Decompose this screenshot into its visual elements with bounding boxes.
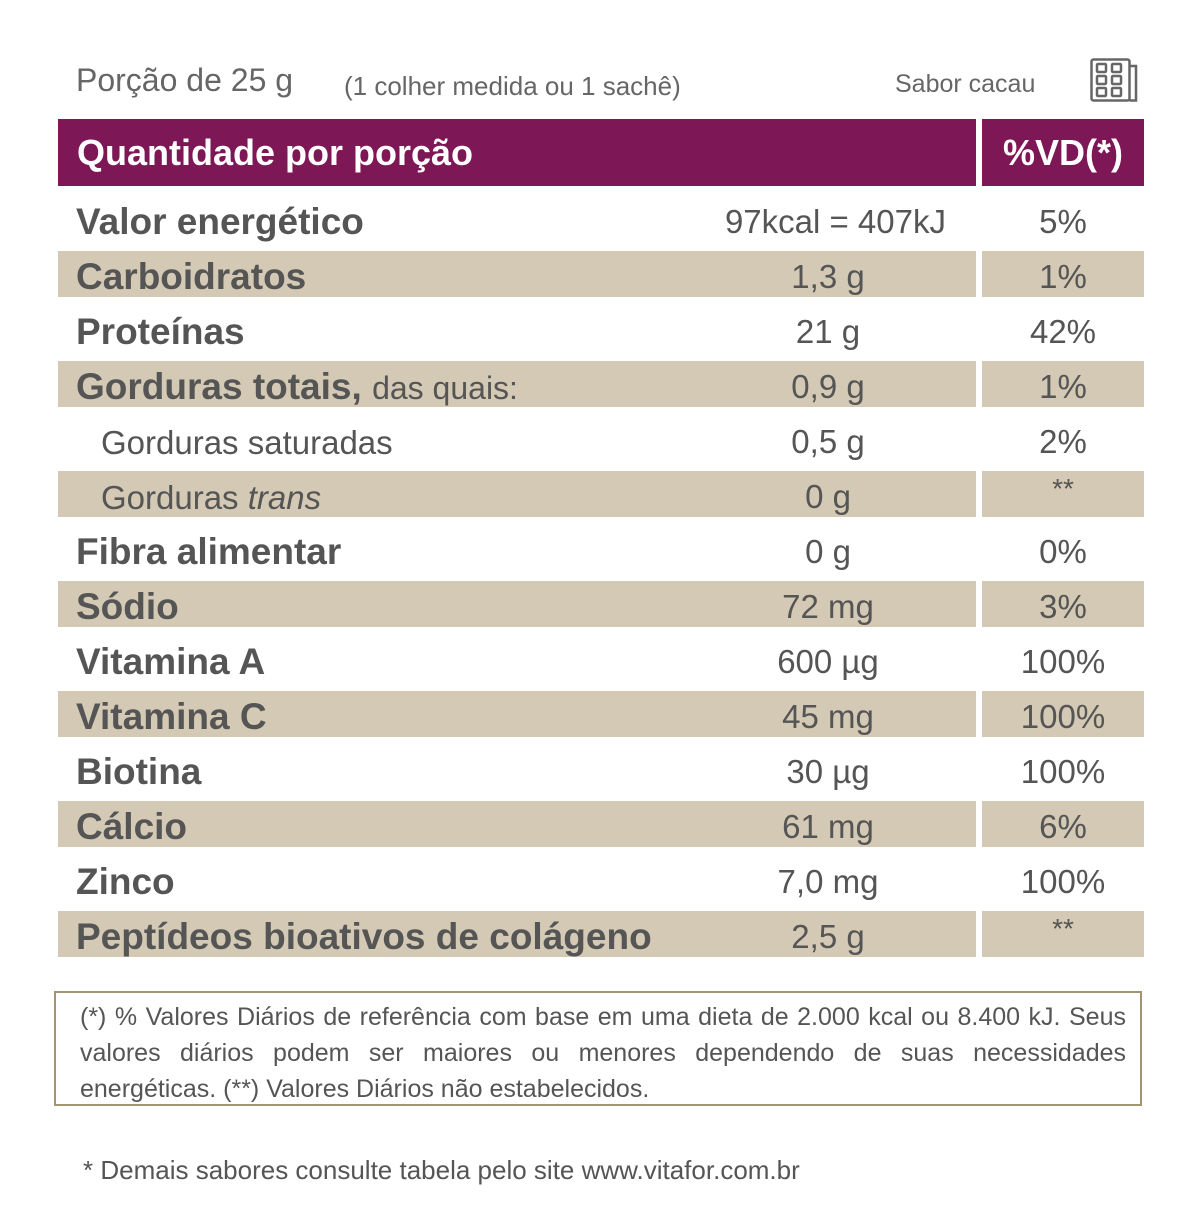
quantity-column-header: Quantidade por porção (58, 119, 976, 186)
table-row: Vitamina C 45 mg 100% (0, 691, 1200, 746)
table-row: Gorduras trans 0 g ** (0, 471, 1200, 526)
table-row: Vitamina A 600 µg 100% (0, 636, 1200, 691)
nutrient-amount: 2,5 g (791, 918, 865, 955)
nutrient-amount: 0 g (805, 533, 851, 570)
table-row: Valor energético 97kcal = 407kJ 5% (0, 196, 1200, 251)
portion-header: Porção de 25 g (1 colher medida ou 1 sac… (0, 58, 1200, 108)
table-row: Proteínas 21 g 42% (0, 306, 1200, 361)
nutrient-amount: 7,0 mg (777, 863, 879, 900)
nutrient-name: Zinco (76, 861, 175, 902)
nutrient-name: Valor energético (76, 201, 364, 242)
nutrient-vd: ** (1052, 913, 1074, 944)
nutrient-name: Biotina (76, 751, 202, 792)
nutrient-vd: ** (1052, 473, 1074, 504)
nutrient-name: Gorduras totais, das quais: (76, 366, 518, 407)
nutrient-amount: 600 µg (777, 643, 879, 680)
table-row: Carboidratos 1,3 g 1% (0, 251, 1200, 306)
table-row: Zinco 7,0 mg 100% (0, 856, 1200, 911)
nutrient-amount: 0 g (805, 478, 851, 515)
nutrient-vd: 100% (1020, 863, 1106, 900)
table-row: Biotina 30 µg 100% (0, 746, 1200, 801)
nutrient-name: Carboidratos (76, 256, 307, 297)
daily-values-note-text: (*) % Valores Diários de referência com … (80, 1003, 1126, 1103)
nutrient-amount: 30 µg (786, 753, 870, 790)
nutrient-amount: 97kcal = 407kJ (724, 203, 946, 240)
nutrient-vd: 1% (1039, 368, 1087, 405)
nutrient-vd: 1% (1039, 258, 1087, 295)
nutrient-amount: 72 mg (782, 588, 874, 625)
nutrient-name: Fibra alimentar (76, 531, 342, 572)
nutrient-name: Vitamina C (76, 696, 267, 737)
nutrient-name-suffix: das quais: (372, 370, 518, 406)
nutrient-vd: 100% (1020, 753, 1106, 790)
table-row: Cálcio 61 mg 6% (0, 801, 1200, 856)
table-row: Gorduras totais, das quais: 0,9 g 1% (0, 361, 1200, 416)
nutrient-vd: 6% (1039, 808, 1087, 845)
chocolate-bar-icon (1090, 58, 1138, 102)
nutrient-amount: 21 g (795, 313, 861, 350)
nutrient-name-italic: trans (247, 479, 322, 516)
nutrient-name: Gorduras saturadas (101, 424, 393, 461)
nutrient-amount: 1,3 g (791, 258, 865, 295)
nutrient-name: Gorduras trans (101, 479, 322, 516)
nutrient-vd: 0% (1039, 533, 1087, 570)
nutrient-vd: 100% (1020, 698, 1106, 735)
footer-note: * Demais sabores consulte tabela pelo si… (83, 1155, 800, 1185)
nutrient-name: Proteínas (76, 311, 245, 352)
nutrient-vd: 5% (1039, 203, 1087, 240)
nutrient-name: Cálcio (76, 806, 188, 847)
nutrient-amount: 45 mg (782, 698, 874, 735)
nutrient-vd: 2% (1039, 423, 1087, 460)
nutrient-vd: 3% (1039, 588, 1087, 625)
nutrient-amount: 0,9 g (791, 368, 865, 405)
nutrient-vd: 42% (1029, 313, 1097, 350)
quantity-header-label: Quantidade por porção (77, 132, 474, 173)
nutrient-name: Vitamina A (76, 641, 266, 682)
vd-header-label: %VD(*) (1002, 132, 1123, 173)
portion-size: Porção de 25 g (76, 62, 294, 98)
portion-note: (1 colher medida ou 1 sachê) (344, 71, 681, 101)
nutrition-table: Valor energético 97kcal = 407kJ 5% Carbo… (0, 196, 1200, 966)
nutrient-amount: 0,5 g (791, 423, 865, 460)
table-row: Sódio 72 mg 3% (0, 581, 1200, 636)
nutrient-amount: 61 mg (782, 808, 874, 845)
nutrient-name: Sódio (76, 586, 179, 627)
flavor-label: Sabor cacau (895, 70, 1036, 98)
nutrient-vd: 100% (1020, 643, 1106, 680)
daily-values-note: (*) % Valores Diários de referência com … (54, 991, 1142, 1106)
nutrient-name: Peptídeos bioativos de colágeno (76, 916, 652, 957)
table-row: Gorduras saturadas 0,5 g 2% (0, 416, 1200, 471)
table-row: Fibra alimentar 0 g 0% (0, 526, 1200, 581)
vd-column-header: %VD(*) (982, 119, 1144, 186)
table-row: Peptídeos bioativos de colágeno 2,5 g ** (0, 911, 1200, 966)
